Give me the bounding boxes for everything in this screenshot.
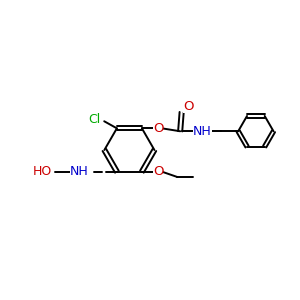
Text: Cl: Cl [88,113,101,126]
Text: NH: NH [70,165,88,178]
Text: NH: NH [193,125,212,138]
Text: O: O [183,100,194,113]
Text: O: O [153,165,163,178]
Text: O: O [153,122,163,135]
Text: HO: HO [32,165,52,178]
